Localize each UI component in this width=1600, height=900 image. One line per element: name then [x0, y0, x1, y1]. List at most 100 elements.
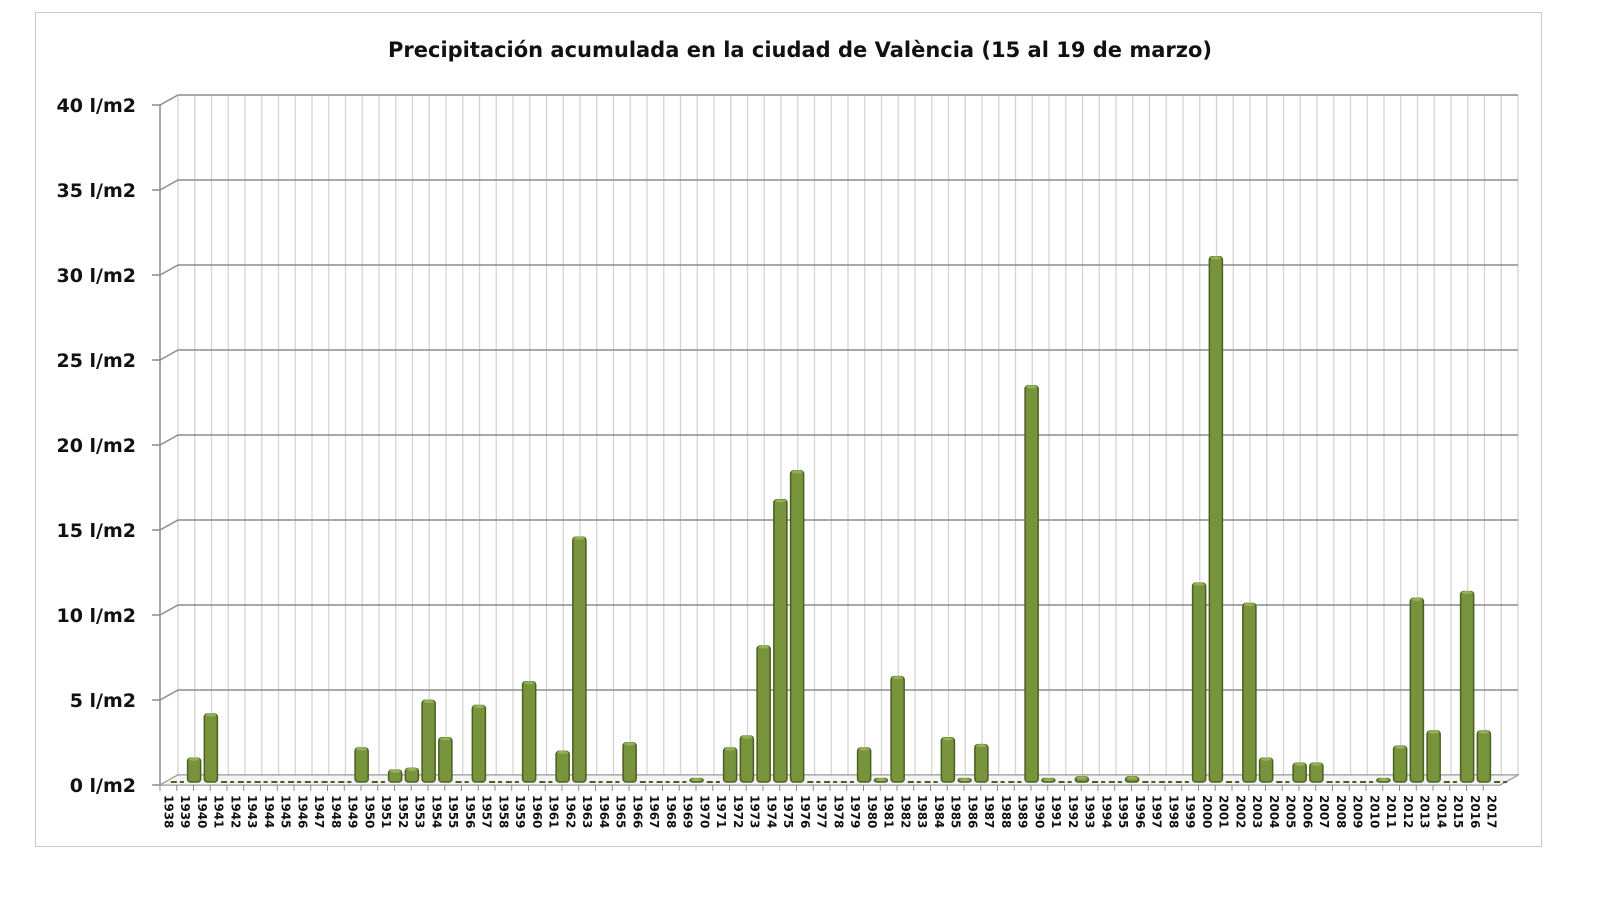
x-tick-label: 1985 — [949, 795, 963, 828]
y-tick-label: 0 l/m2 — [70, 775, 136, 797]
x-tick-label: 1988 — [999, 795, 1013, 828]
bar-2005 — [1292, 762, 1307, 783]
bar-1959 — [521, 680, 537, 783]
x-tick-label: 1945 — [279, 795, 293, 828]
bar-top-1980 — [875, 778, 887, 782]
x-tick-label: 1943 — [245, 795, 259, 828]
bar-1949 — [354, 747, 369, 783]
x-tick-label: 1994 — [1099, 795, 1113, 828]
y-tick-label: 40 l/m2 — [56, 95, 136, 117]
x-tick-label: 1969 — [681, 795, 695, 828]
horizontal-gridline — [152, 604, 1518, 616]
bar-2013 — [1426, 730, 1441, 783]
y-tick-label: 30 l/m2 — [56, 265, 136, 287]
bar-top-1953 — [423, 699, 435, 704]
x-tick-label: 1948 — [329, 795, 343, 828]
x-tick-label: 1957 — [480, 795, 494, 828]
x-tick-label: 2014 — [1434, 795, 1448, 828]
bar-1981 — [890, 675, 905, 783]
horizontal-gridline — [152, 689, 1518, 701]
bar-top-1979 — [858, 747, 870, 751]
x-tick-label: 1972 — [731, 795, 745, 828]
bar-2015 — [1459, 590, 1475, 783]
x-tick-label: 1960 — [530, 795, 544, 828]
horizontal-gridline — [152, 94, 1518, 106]
bar-top-1962 — [573, 536, 585, 540]
bar-top-2005 — [1294, 762, 1306, 766]
bar-top-2016 — [1478, 730, 1490, 734]
x-tick-label: 2006 — [1300, 795, 1314, 828]
x-tick-label: 1963 — [580, 795, 594, 828]
x-tick-label: 1984 — [932, 795, 946, 828]
bar-top-1952 — [406, 767, 418, 772]
x-tick-label: 1940 — [195, 795, 209, 828]
x-tick-label: 1958 — [496, 795, 510, 828]
bar-1954 — [438, 737, 453, 783]
bar-top-1949 — [356, 747, 368, 751]
x-tick-label: 1998 — [1166, 795, 1180, 828]
x-tick-label: 2015 — [1451, 795, 1465, 828]
y-tick-label: 10 l/m2 — [56, 605, 136, 627]
x-tick-label: 2005 — [1284, 795, 1298, 828]
x-tick-label: 1962 — [563, 795, 577, 828]
x-tick-label: 1966 — [630, 795, 644, 828]
x-tick-label: 1971 — [714, 795, 728, 828]
x-tick-label: 1975 — [781, 795, 795, 828]
bar-2006 — [1309, 762, 1324, 783]
x-tick-label: 1949 — [346, 795, 360, 828]
x-tick-label: 1955 — [446, 795, 460, 828]
x-tick-label: 1979 — [848, 795, 862, 828]
bar-top-1995 — [1126, 776, 1138, 780]
x-tick-label: 1961 — [547, 795, 561, 828]
x-tick-label: 1952 — [396, 795, 410, 828]
bar-top-1981 — [892, 676, 904, 680]
bar-top-2011 — [1394, 745, 1406, 749]
x-tick-label: 1951 — [379, 795, 393, 828]
horizontal-gridline — [152, 434, 1518, 446]
x-tick-label: 1964 — [597, 795, 611, 828]
bar-top-1992 — [1076, 776, 1088, 780]
y-tick-label: 35 l/m2 — [56, 180, 136, 202]
bar-top-2012 — [1411, 597, 1423, 602]
bar-1974 — [773, 499, 788, 783]
horizontal-gridline — [152, 264, 1518, 276]
x-tick-label: 1967 — [647, 795, 661, 828]
bar-top-1951 — [389, 769, 401, 773]
bar-top-1974 — [774, 499, 786, 503]
bar-top-1985 — [959, 778, 971, 782]
bar-2016 — [1476, 730, 1492, 783]
x-tick-label: 1938 — [161, 795, 175, 828]
x-tick-label: 1992 — [1066, 795, 1080, 828]
x-tick-label: 1970 — [697, 795, 711, 828]
bar-top-2010 — [1377, 778, 1389, 782]
x-tick-label: 1947 — [312, 795, 326, 828]
x-tick-label: 1980 — [865, 795, 879, 828]
bar-1953 — [421, 699, 436, 783]
bar-top-1961 — [557, 750, 569, 755]
bar-top-2006 — [1310, 762, 1322, 766]
bar-top-1959 — [523, 681, 535, 685]
x-tick-label: 1990 — [1032, 795, 1046, 828]
y-tick-label: 15 l/m2 — [56, 520, 136, 542]
bar-top-2003 — [1260, 757, 1272, 761]
x-tick-label: 1983 — [915, 795, 929, 828]
bar-1965 — [622, 742, 637, 783]
x-tick-label: 1976 — [798, 795, 812, 828]
x-tick-label: 1968 — [664, 795, 678, 828]
bar-1973 — [756, 645, 771, 783]
bar-1972 — [739, 735, 755, 783]
x-tick-label: 1941 — [212, 795, 226, 828]
x-tick-label: 1944 — [262, 795, 276, 828]
chart-frame — [35, 12, 1542, 847]
x-tick-label: 1965 — [614, 795, 628, 828]
x-tick-label: 1997 — [1150, 795, 1164, 828]
bar-top-1999 — [1193, 582, 1205, 586]
x-tick-label: 1946 — [295, 795, 309, 828]
x-tick-label: 1986 — [965, 795, 979, 828]
bar-top-1971 — [724, 747, 736, 751]
x-tick-label: 1953 — [413, 795, 427, 828]
x-tick-label: 2000 — [1200, 795, 1214, 828]
x-tick-label: 1977 — [815, 795, 829, 828]
bar-top-1989 — [1026, 385, 1038, 389]
